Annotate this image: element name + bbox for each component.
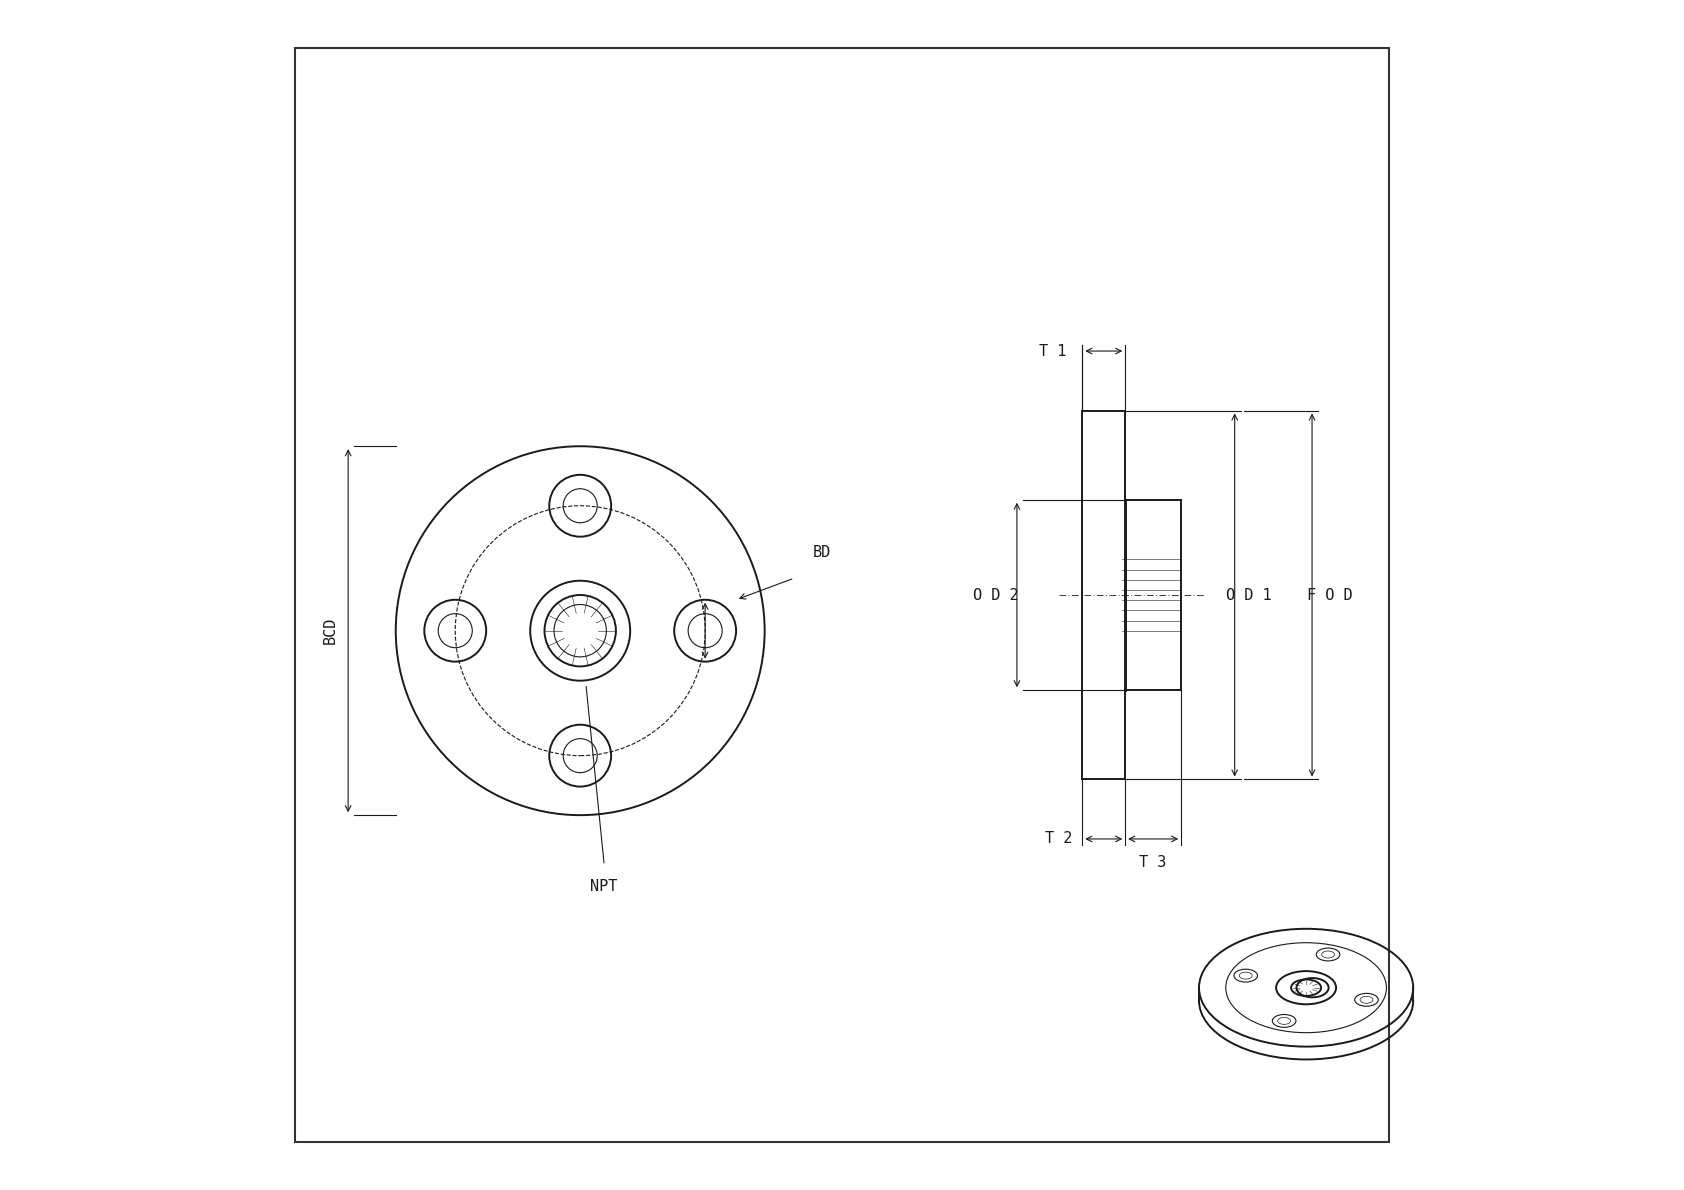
Text: O D 2: O D 2 (973, 588, 1019, 602)
Text: T 1: T 1 (1039, 344, 1066, 358)
Text: O D 1: O D 1 (1226, 588, 1271, 602)
Text: NPT: NPT (591, 879, 618, 894)
Text: T 2: T 2 (1044, 832, 1073, 846)
Text: BD: BD (812, 545, 830, 560)
Text: BCD: BCD (323, 616, 338, 645)
Text: T 3: T 3 (1140, 856, 1167, 870)
Text: F O D: F O D (1307, 588, 1352, 602)
